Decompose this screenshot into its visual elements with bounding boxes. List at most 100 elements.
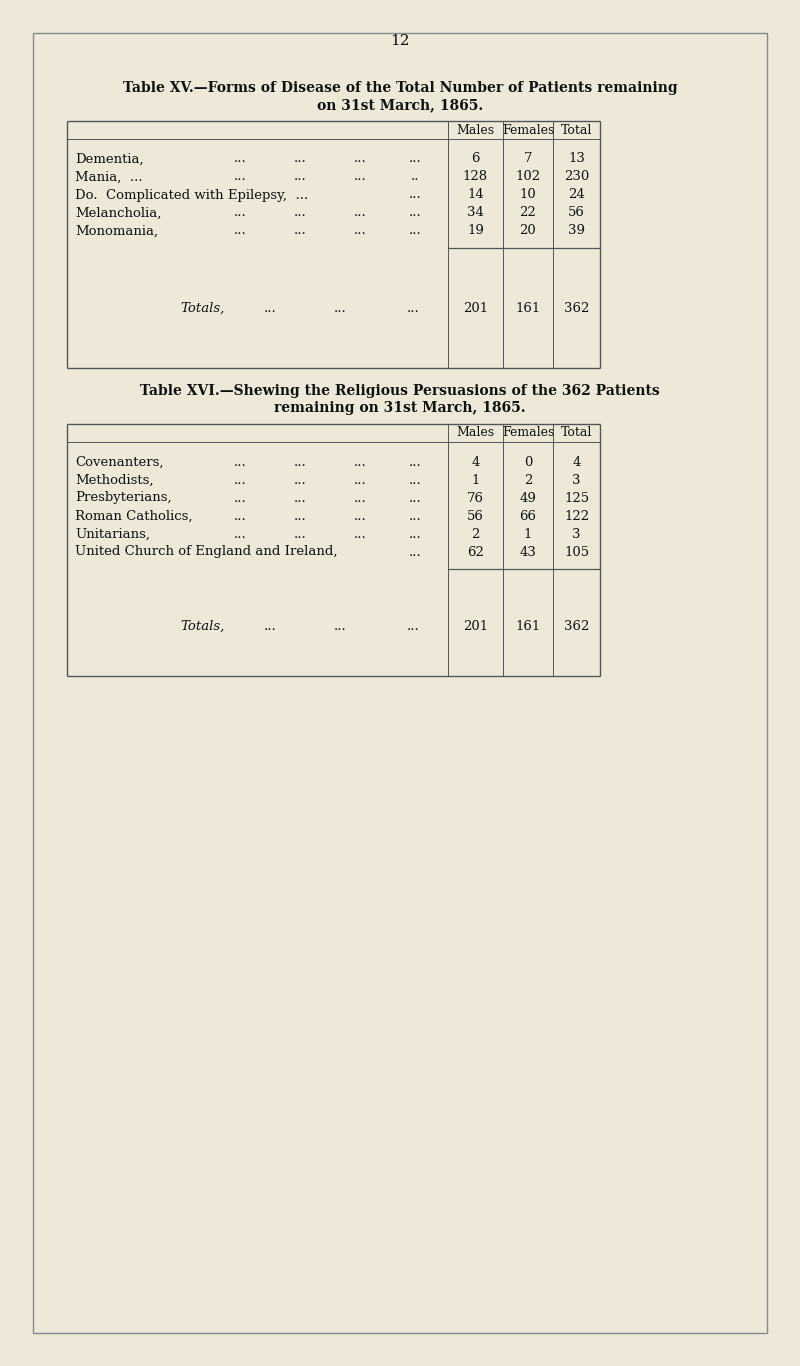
Text: 230: 230 xyxy=(564,171,589,183)
Text: ...: ... xyxy=(354,527,366,541)
Text: ...: ... xyxy=(294,153,306,165)
Text: Melancholia,: Melancholia, xyxy=(75,206,162,220)
Text: ...: ... xyxy=(354,492,366,504)
Text: 1: 1 xyxy=(471,474,480,486)
Text: 6: 6 xyxy=(471,153,480,165)
Text: 122: 122 xyxy=(564,510,589,523)
Text: 161: 161 xyxy=(515,302,541,314)
Text: 19: 19 xyxy=(467,224,484,238)
Text: ...: ... xyxy=(409,153,422,165)
Text: 13: 13 xyxy=(568,153,585,165)
Text: ...: ... xyxy=(234,455,246,469)
Text: ...: ... xyxy=(354,153,366,165)
Text: Dementia,: Dementia, xyxy=(75,153,144,165)
Text: 1: 1 xyxy=(524,527,532,541)
Text: ...: ... xyxy=(294,510,306,523)
Text: on 31st March, 1865.: on 31st March, 1865. xyxy=(317,98,483,112)
Text: ...: ... xyxy=(406,302,419,314)
Text: 14: 14 xyxy=(467,189,484,202)
Text: 62: 62 xyxy=(467,545,484,559)
Text: ...: ... xyxy=(334,302,346,314)
Text: ...: ... xyxy=(234,510,246,523)
Text: 2: 2 xyxy=(471,527,480,541)
Text: 4: 4 xyxy=(471,455,480,469)
Text: 22: 22 xyxy=(520,206,536,220)
Text: ...: ... xyxy=(409,189,422,202)
Text: Unitarians,: Unitarians, xyxy=(75,527,150,541)
Text: ...: ... xyxy=(294,206,306,220)
Text: ...: ... xyxy=(409,224,422,238)
Text: 105: 105 xyxy=(564,545,589,559)
Text: Mania,  ...: Mania, ... xyxy=(75,171,142,183)
Text: ...: ... xyxy=(294,455,306,469)
Text: 49: 49 xyxy=(519,492,537,504)
Text: ...: ... xyxy=(354,510,366,523)
Text: ..: .. xyxy=(410,171,419,183)
Text: United Church of England and Ireland,: United Church of England and Ireland, xyxy=(75,545,338,559)
Text: 102: 102 xyxy=(515,171,541,183)
Text: ...: ... xyxy=(409,492,422,504)
Text: 34: 34 xyxy=(467,206,484,220)
Text: 2: 2 xyxy=(524,474,532,486)
Text: 76: 76 xyxy=(467,492,484,504)
Text: 43: 43 xyxy=(519,545,537,559)
Text: 161: 161 xyxy=(515,620,541,632)
Text: ...: ... xyxy=(409,455,422,469)
Text: ...: ... xyxy=(264,620,276,632)
Text: Do.  Complicated with Epilepsy,  ...: Do. Complicated with Epilepsy, ... xyxy=(75,189,308,202)
Text: 362: 362 xyxy=(564,620,589,632)
Text: 201: 201 xyxy=(463,302,488,314)
Text: ...: ... xyxy=(354,171,366,183)
Text: ...: ... xyxy=(354,455,366,469)
Text: Covenanters,: Covenanters, xyxy=(75,455,163,469)
Text: 56: 56 xyxy=(568,206,585,220)
Text: Total: Total xyxy=(561,426,592,440)
Text: 125: 125 xyxy=(564,492,589,504)
Text: 7: 7 xyxy=(524,153,532,165)
Text: ...: ... xyxy=(354,474,366,486)
Text: ...: ... xyxy=(234,171,246,183)
Text: ...: ... xyxy=(409,527,422,541)
Text: Table XVI.—Shewing the Religious Persuasions of the 362 Patients: Table XVI.—Shewing the Religious Persuas… xyxy=(140,384,660,398)
Text: ...: ... xyxy=(354,224,366,238)
Text: ...: ... xyxy=(406,620,419,632)
Text: ...: ... xyxy=(294,527,306,541)
Text: remaining on 31st March, 1865.: remaining on 31st March, 1865. xyxy=(274,402,526,415)
Text: Table XV.—Forms of Disease of the Total Number of Patients remaining: Table XV.—Forms of Disease of the Total … xyxy=(122,81,678,96)
Text: ...: ... xyxy=(234,527,246,541)
Text: Monomania,: Monomania, xyxy=(75,224,158,238)
Text: 4: 4 xyxy=(572,455,581,469)
Text: 20: 20 xyxy=(520,224,536,238)
Text: Roman Catholics,: Roman Catholics, xyxy=(75,510,193,523)
Text: ...: ... xyxy=(409,206,422,220)
Text: 0: 0 xyxy=(524,455,532,469)
Text: 3: 3 xyxy=(572,527,581,541)
Text: ...: ... xyxy=(409,545,422,559)
Text: 10: 10 xyxy=(520,189,536,202)
Text: Females: Females xyxy=(502,123,554,137)
Text: ...: ... xyxy=(234,206,246,220)
Text: 128: 128 xyxy=(463,171,488,183)
Text: 24: 24 xyxy=(568,189,585,202)
Text: ...: ... xyxy=(354,206,366,220)
Text: 39: 39 xyxy=(568,224,585,238)
Text: ...: ... xyxy=(264,302,276,314)
Text: ...: ... xyxy=(409,474,422,486)
Text: ...: ... xyxy=(234,153,246,165)
Text: Methodists,: Methodists, xyxy=(75,474,154,486)
Text: Males: Males xyxy=(457,123,494,137)
Text: 362: 362 xyxy=(564,302,589,314)
Text: ...: ... xyxy=(334,620,346,632)
Text: ...: ... xyxy=(234,492,246,504)
Text: Totals,: Totals, xyxy=(180,302,224,314)
Text: Total: Total xyxy=(561,123,592,137)
Text: Presbyterians,: Presbyterians, xyxy=(75,492,172,504)
Text: ...: ... xyxy=(294,474,306,486)
Text: ...: ... xyxy=(294,171,306,183)
Text: 201: 201 xyxy=(463,620,488,632)
Text: 3: 3 xyxy=(572,474,581,486)
Text: 12: 12 xyxy=(390,34,410,48)
Text: Totals,: Totals, xyxy=(180,620,224,632)
Text: ...: ... xyxy=(234,474,246,486)
Text: 56: 56 xyxy=(467,510,484,523)
